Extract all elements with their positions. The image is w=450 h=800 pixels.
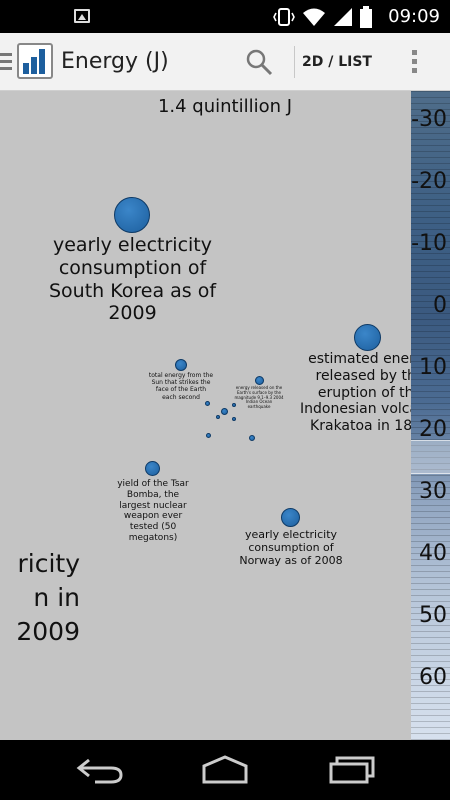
overflow-menu-icon[interactable] <box>404 47 424 77</box>
navigation-bar <box>0 740 450 800</box>
back-icon[interactable] <box>75 754 125 786</box>
battery-icon <box>360 6 372 28</box>
label-south-korea: yearly electricity consumption of South … <box>48 234 217 325</box>
signal-icon <box>334 8 352 26</box>
ruler-handle[interactable] <box>411 440 450 474</box>
bubble-earthquake[interactable] <box>255 376 264 385</box>
scale-label: 1.4 quintillion J <box>157 96 293 117</box>
recents-icon[interactable] <box>327 754 377 786</box>
ruler-tick: 50 <box>419 603 447 628</box>
ruler-tick: -20 <box>411 169 447 194</box>
label-sun: total energy from the Sun that strikes t… <box>148 372 214 401</box>
drawer-icon[interactable] <box>0 53 12 71</box>
ruler-tick: -30 <box>411 107 447 132</box>
bubble-cluster-6[interactable] <box>249 435 255 441</box>
label-offscreen-large: ricity n in 2009 <box>16 549 80 646</box>
view-toggle-button[interactable]: 2D / LIST <box>302 54 372 70</box>
status-icons <box>273 6 372 28</box>
bubble-sun[interactable] <box>175 359 187 371</box>
search-icon[interactable] <box>244 47 274 77</box>
ruler-tick: 40 <box>419 541 447 566</box>
bubble-tsar-bomba[interactable] <box>145 461 160 476</box>
ruler-tick: 0 <box>433 293 447 318</box>
ruler-tick: -10 <box>411 231 447 256</box>
action-bar: Energy (J) 2D / LIST <box>0 33 450 91</box>
page-title: Energy (J) <box>61 49 169 74</box>
action-divider <box>294 46 295 78</box>
bubble-cluster-2[interactable] <box>221 408 228 415</box>
status-bar: 09:09 <box>0 0 450 33</box>
clock: 09:09 <box>388 6 440 27</box>
ruler-tick: 20 <box>419 417 447 442</box>
scale-ruler[interactable]: -30 -20 -10 0 10 20 30 40 50 60 <box>411 91 450 740</box>
bubble-canvas[interactable]: 1.4 quintillion J yearly electricity con… <box>0 91 411 740</box>
home-icon[interactable] <box>200 754 250 786</box>
gallery-notification-icon <box>74 9 90 23</box>
bubble-cluster-4[interactable] <box>216 415 220 419</box>
label-norway: yearly electricity consumption of Norway… <box>239 528 343 568</box>
vibrate-icon <box>273 8 295 26</box>
app-logo-icon[interactable] <box>17 43 53 79</box>
ruler-tick: 30 <box>419 479 447 504</box>
bubble-cluster-5[interactable] <box>206 433 211 438</box>
ruler-tick: 60 <box>419 665 447 690</box>
ruler-tick: 10 <box>419 355 447 380</box>
label-tsar-bomba: yield of the Tsar Bomba, the largest nuc… <box>117 479 189 543</box>
ruler-lines <box>411 91 450 740</box>
bubble-cluster-3[interactable] <box>232 403 236 407</box>
bubble-cluster-7[interactable] <box>232 417 236 421</box>
bubble-cluster-1[interactable] <box>205 401 210 406</box>
label-earthquake: energy released on the Earth's surface b… <box>234 385 284 410</box>
wifi-icon <box>303 8 325 26</box>
bubble-norway[interactable] <box>281 508 300 527</box>
bubble-south-korea[interactable] <box>114 197 150 233</box>
bubble-krakatoa[interactable] <box>354 324 381 351</box>
label-krakatoa: estimated energy released by the eruptio… <box>300 351 411 435</box>
